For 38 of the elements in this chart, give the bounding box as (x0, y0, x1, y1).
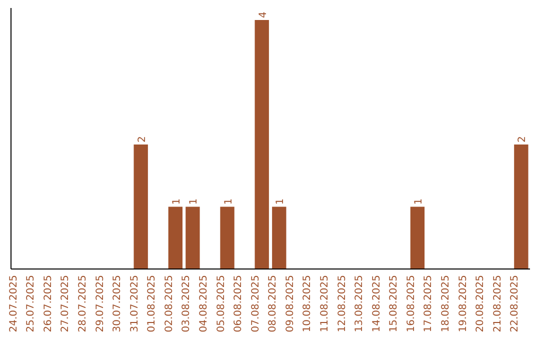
x-tick-label: 28.07.2025 (77, 275, 88, 332)
x-tick-label: 05.08.2025 (216, 275, 227, 332)
x-tick-label: 18.08.2025 (440, 275, 452, 332)
x-tick-label: 19.08.2025 (458, 275, 469, 332)
x-tick-label: 20.08.2025 (475, 275, 486, 332)
x-tick-label: 15.08.2025 (388, 275, 400, 332)
x-tick-label: 17.08.2025 (423, 275, 434, 332)
x-tick-label: 29.07.2025 (94, 275, 106, 332)
x-tick-label: 21.08.2025 (492, 275, 504, 332)
x-tick-label: 03.08.2025 (181, 275, 192, 332)
x-tick-label: 07.08.2025 (250, 275, 262, 332)
x-tick-label: 13.08.2025 (354, 275, 366, 332)
x-tick-label: 27.07.2025 (60, 275, 72, 332)
x-tick-label: 02.08.2025 (164, 275, 175, 332)
x-tick-label: 31.07.2025 (129, 275, 140, 332)
x-tick-label: 14.08.2025 (371, 275, 382, 332)
x-tick-label: 10.08.2025 (302, 275, 314, 332)
x-tick-label: 22.08.2025 (510, 275, 521, 332)
x-tick-label: 25.07.2025 (26, 275, 37, 332)
x-tick-label: 30.07.2025 (112, 275, 124, 332)
x-tick-label: 12.08.2025 (336, 275, 348, 332)
x-tick-label: 06.08.2025 (233, 275, 244, 332)
x-tick-label: 26.07.2025 (42, 275, 54, 332)
data-label: 1 (171, 198, 182, 205)
x-tick-label: 09.08.2025 (284, 275, 296, 332)
data-label: 4 (258, 12, 269, 18)
x-tick-label: 08.08.2025 (268, 275, 279, 332)
data-label: 1 (223, 198, 234, 205)
data-label: 1 (413, 198, 424, 205)
x-tick-label: 16.08.2025 (406, 275, 417, 332)
x-tick-label: 04.08.2025 (198, 275, 210, 332)
data-label: 1 (275, 198, 286, 205)
data-label: 2 (517, 136, 528, 142)
x-tick-label: 24.07.2025 (8, 275, 20, 332)
data-label: 2 (136, 136, 148, 142)
data-label: 1 (188, 198, 200, 205)
x-tick-label: 11.08.2025 (320, 275, 331, 332)
x-tick-label: 01.08.2025 (146, 275, 158, 332)
